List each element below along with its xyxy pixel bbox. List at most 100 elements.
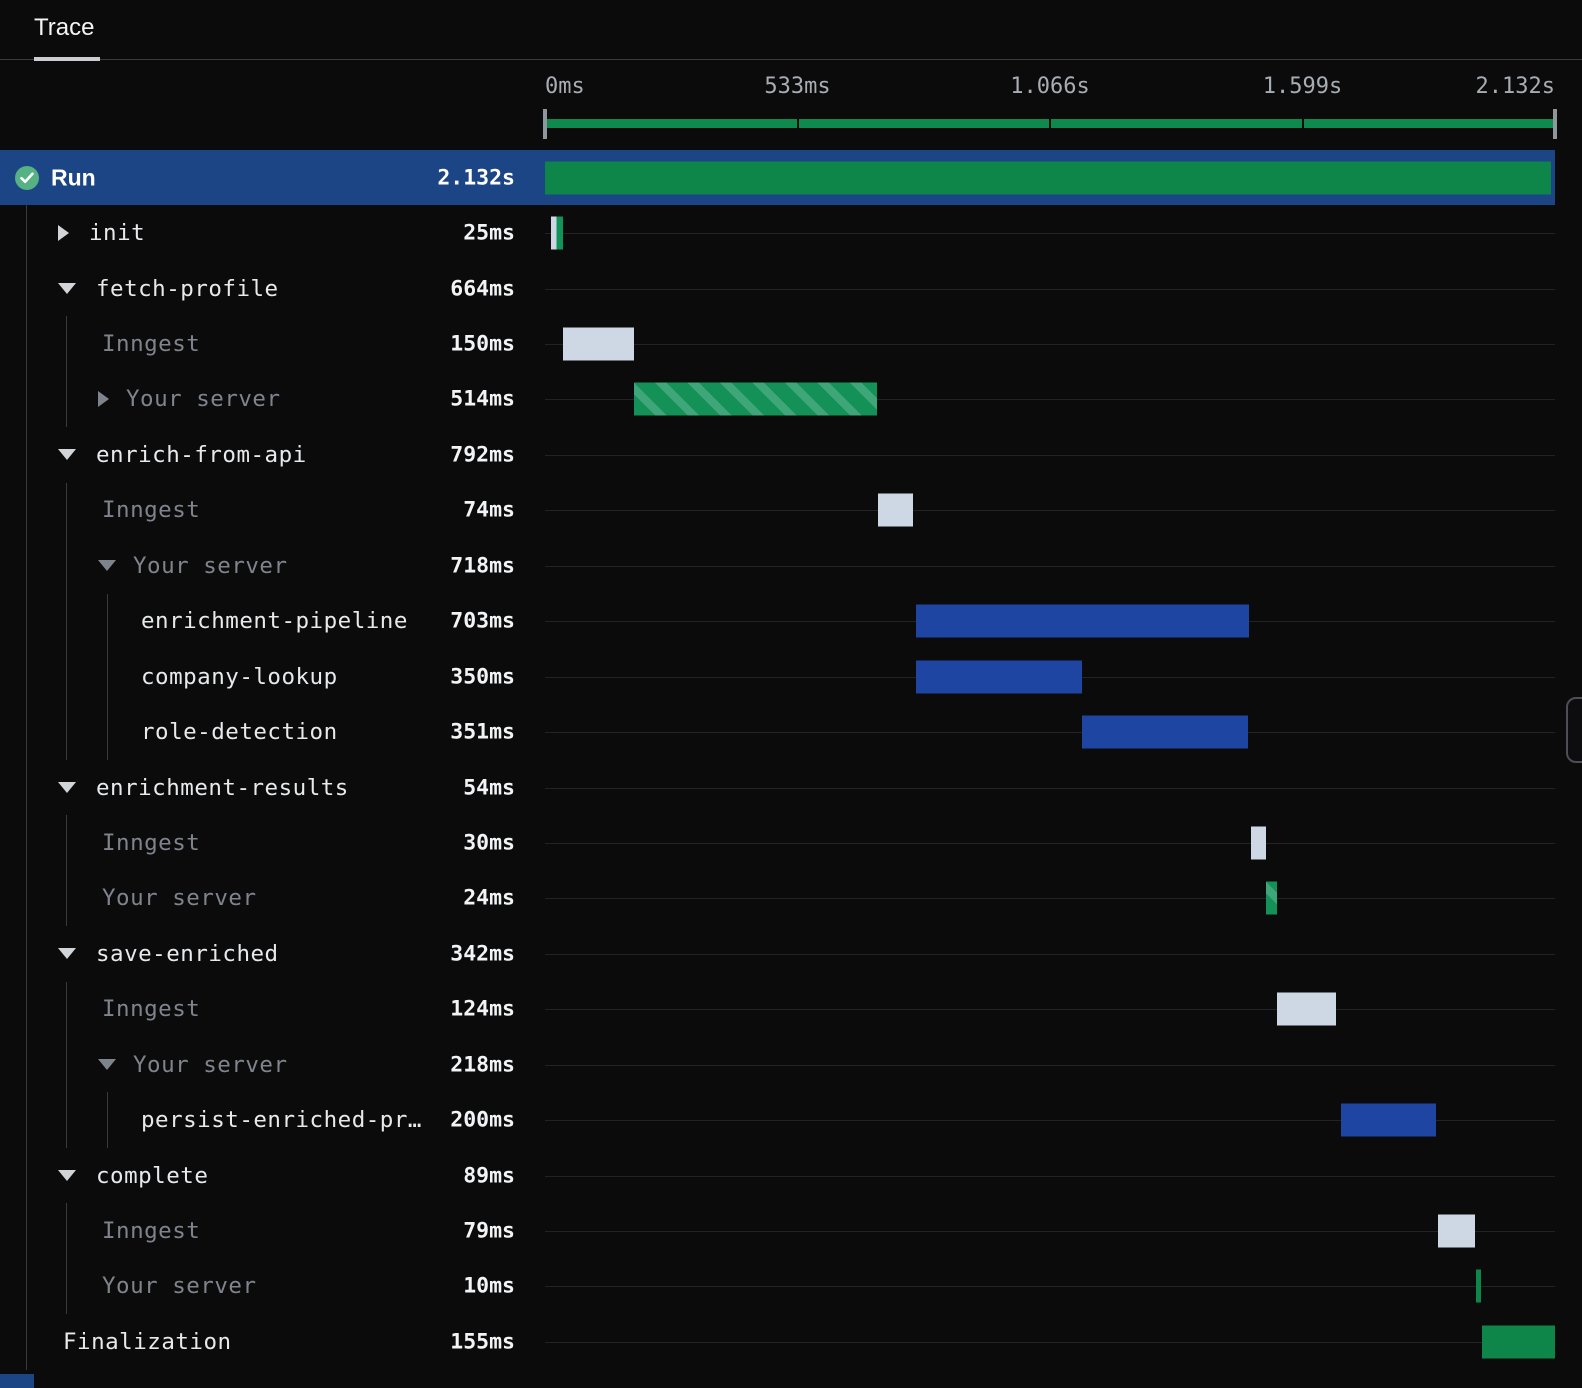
tree-guide-line <box>66 538 67 594</box>
chevron-down-icon[interactable] <box>58 782 76 794</box>
span-duration: 200ms <box>450 1107 515 1133</box>
span-bar[interactable] <box>1265 881 1277 915</box>
tab-trace[interactable]: Trace <box>34 14 95 41</box>
track-line <box>545 399 1555 401</box>
timeline-track <box>545 594 1555 649</box>
span-bar[interactable] <box>877 493 913 527</box>
span-duration: 342ms <box>450 941 515 967</box>
tree-guide-line <box>26 316 27 372</box>
chevron-right-icon[interactable] <box>58 225 69 242</box>
run-row[interactable]: Run 2.132s <box>0 150 1555 206</box>
span-bar[interactable] <box>1340 1103 1436 1137</box>
active-tab-underline <box>34 57 100 61</box>
trace-row[interactable]: fetch-profile 664ms <box>0 260 1582 317</box>
span-bar[interactable] <box>1251 826 1266 860</box>
chevron-down-icon[interactable] <box>58 283 76 295</box>
span-duration: 89ms <box>463 1163 515 1189</box>
trace-row[interactable]: Inngest 79ms <box>0 1203 1582 1259</box>
tree-guide-line <box>26 1258 27 1315</box>
trace-row[interactable]: init 25ms <box>0 205 1582 261</box>
trace-row[interactable]: company-lookup 350ms <box>0 648 1582 705</box>
tree-guide-line <box>66 593 67 649</box>
track-line <box>545 288 1555 290</box>
span-label: Inngest <box>102 1218 201 1245</box>
tree-guide-line <box>107 704 108 760</box>
timeline-track <box>545 1037 1555 1092</box>
span-label: role-detection <box>141 719 338 746</box>
span-label: enrichment-results <box>96 774 349 801</box>
tree-guide-line <box>26 538 27 594</box>
trace-row[interactable]: Inngest 124ms <box>0 981 1582 1037</box>
timeline-track <box>545 1092 1555 1147</box>
span-bar[interactable] <box>1476 1269 1482 1303</box>
tree-guide-line <box>66 870 67 927</box>
trace-row[interactable]: Your server 514ms <box>0 371 1582 428</box>
run-span-bar[interactable] <box>545 161 1551 195</box>
tree-guide-line <box>26 593 27 649</box>
span-bar[interactable] <box>562 327 634 361</box>
span-duration: 664ms <box>450 276 515 302</box>
chevron-down-icon[interactable] <box>98 560 116 572</box>
span-label: enrichment-pipeline <box>141 608 408 635</box>
timeline-track <box>545 483 1555 538</box>
span-bar[interactable] <box>633 382 878 416</box>
trace-row[interactable]: save-enriched 342ms <box>0 926 1582 982</box>
timeline-track <box>545 1259 1555 1314</box>
tree-guide-line <box>66 316 67 372</box>
tree-guide-line <box>66 815 67 871</box>
trace-row[interactable]: enrichment-pipeline 703ms <box>0 593 1582 649</box>
span-label: init <box>89 220 146 247</box>
span-duration: 10ms <box>463 1273 515 1299</box>
tree-guide-line <box>26 1037 27 1093</box>
span-duration: 150ms <box>450 331 515 357</box>
span-bar[interactable] <box>915 660 1082 694</box>
trace-row[interactable]: Inngest 74ms <box>0 482 1582 539</box>
span-duration: 24ms <box>463 885 515 911</box>
span-bar[interactable] <box>550 216 563 250</box>
span-label: Your server <box>102 1273 257 1300</box>
span-bar[interactable] <box>1481 1325 1555 1359</box>
span-duration: 79ms <box>463 1218 515 1244</box>
chevron-down-icon[interactable] <box>58 449 76 461</box>
track-line <box>545 1231 1555 1233</box>
drawer-handle[interactable] <box>1566 697 1582 763</box>
span-label: Inngest <box>102 996 201 1023</box>
trace-row[interactable]: Your server 718ms <box>0 538 1582 594</box>
trace-row[interactable]: Inngest 30ms <box>0 815 1582 871</box>
timeline-track <box>545 871 1555 926</box>
span-label: Your server <box>133 1051 288 1078</box>
trace-row[interactable]: Your server 10ms <box>0 1258 1582 1315</box>
span-duration: 30ms <box>463 830 515 856</box>
trace-row[interactable]: Finalization 155ms <box>0 1314 1582 1370</box>
tab-bar: Trace <box>0 0 1582 61</box>
status-success-icon <box>15 165 39 190</box>
track-line <box>545 454 1555 456</box>
tree-guide-line <box>66 704 67 760</box>
tree-guide-line <box>26 205 27 261</box>
span-label: fetch-profile <box>96 275 279 302</box>
span-bar[interactable] <box>1276 992 1336 1026</box>
tree-guide-line <box>26 1092 27 1148</box>
timeline-track <box>545 372 1555 427</box>
timeline-track <box>545 815 1555 870</box>
trace-row[interactable]: enrich-from-api 792ms <box>0 427 1582 483</box>
tree-guide-line <box>26 815 27 871</box>
span-bar[interactable] <box>1437 1214 1475 1248</box>
trace-row[interactable]: Inngest 150ms <box>0 316 1582 372</box>
timeline-track <box>545 427 1555 482</box>
trace-row[interactable]: persist-enriched-pr… 200ms <box>0 1092 1582 1148</box>
chevron-right-icon[interactable] <box>98 391 109 408</box>
span-bar[interactable] <box>1081 715 1248 749</box>
trace-row[interactable]: complete 89ms <box>0 1147 1582 1204</box>
ruler-notch <box>1049 119 1051 128</box>
trace-row[interactable]: Your server 24ms <box>0 870 1582 927</box>
timeline-ruler-track[interactable]: 0ms 533ms 1.066s 1.599s 2.132s <box>543 60 1557 150</box>
span-bar[interactable] <box>915 604 1249 638</box>
chevron-down-icon[interactable] <box>58 1170 76 1182</box>
timeline-track <box>545 926 1555 981</box>
trace-row[interactable]: enrichment-results 54ms <box>0 759 1582 816</box>
trace-row[interactable]: Your server 218ms <box>0 1037 1582 1093</box>
chevron-down-icon[interactable] <box>58 948 76 960</box>
chevron-down-icon[interactable] <box>98 1059 116 1071</box>
trace-row[interactable]: role-detection 351ms <box>0 704 1582 760</box>
